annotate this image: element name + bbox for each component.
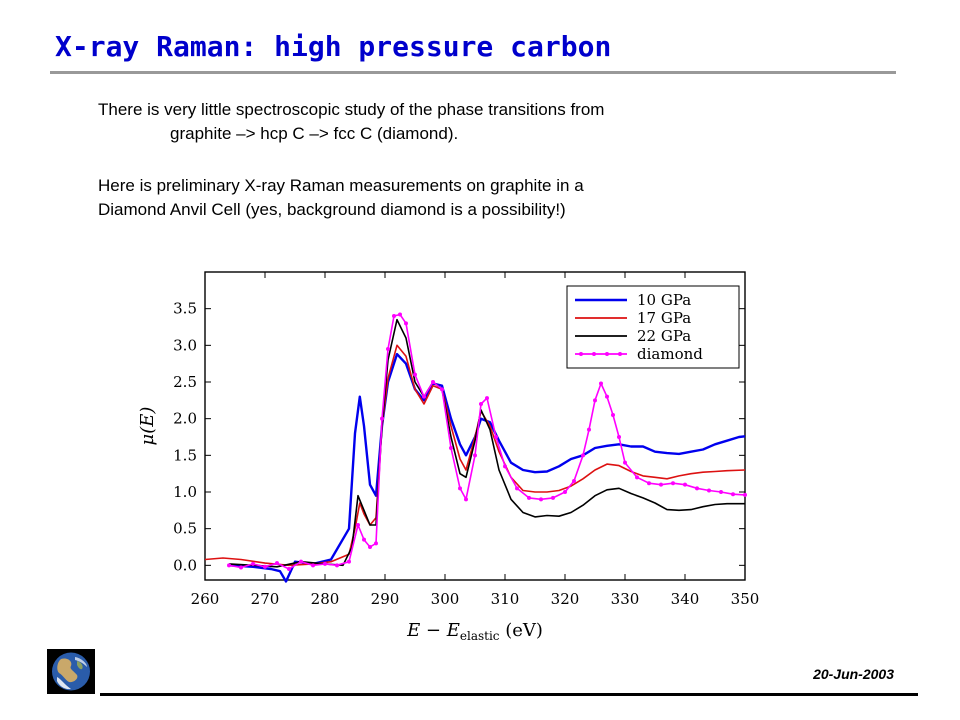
y-tick-label: 3.5 (173, 300, 197, 318)
x-axis-label: E − Eelastic (eV) (406, 620, 543, 643)
slide-title: X-ray Raman: high pressure carbon (55, 30, 612, 63)
diamond-point (449, 446, 453, 450)
diamond-point (527, 495, 531, 500)
diamond-point (347, 559, 351, 564)
diamond-point (719, 490, 723, 494)
legend-entry: 22 GPa (637, 327, 691, 345)
diamond-point (611, 413, 615, 417)
legend-swatch-point (605, 352, 609, 356)
diamond-point (374, 541, 378, 546)
diamond-point (398, 312, 402, 317)
x-tick-label: 320 (551, 590, 580, 608)
diamond-point (503, 464, 507, 469)
diamond-point (494, 435, 498, 439)
diamond-point (647, 481, 651, 486)
diamond-point (386, 347, 390, 351)
diamond-point (623, 460, 627, 465)
series-line-10-gpa (228, 352, 746, 583)
diamond-point (422, 394, 426, 399)
diamond-point (368, 545, 372, 549)
diamond-point (479, 402, 483, 406)
x-tick-label: 340 (671, 590, 700, 608)
diamond-point (311, 563, 315, 568)
x-tick-label: 290 (371, 590, 400, 608)
diamond-point (635, 475, 639, 480)
diamond-point (404, 321, 408, 326)
legend-entry: 17 GPa (637, 309, 691, 327)
diamond-point (551, 495, 555, 500)
title-divider (50, 71, 896, 74)
diamond-point (671, 481, 675, 486)
diamond-point (227, 563, 231, 568)
diamond-point (413, 372, 417, 377)
legend-entry: 10 GPa (637, 291, 691, 309)
diamond-point (587, 427, 591, 432)
diamond-point (515, 486, 519, 491)
x-tick-label: 310 (491, 590, 520, 608)
measurement-line-1: Here is preliminary X-ray Raman measurem… (98, 176, 584, 195)
intro-line-2: graphite –> hcp C –> fcc C (diamond). (170, 124, 459, 143)
y-tick-label: 2.0 (173, 410, 197, 428)
diamond-point (299, 559, 303, 564)
diamond-point (563, 490, 567, 494)
xray-raman-chart: 260 270 280 290 300 310 320 330 340 350 0.0 0.5 1.0 1… (137, 271, 760, 643)
diamond-point (440, 387, 444, 392)
diamond-point (287, 567, 291, 571)
diamond-point (263, 564, 267, 569)
diamond-point (707, 488, 711, 493)
footer-divider (100, 693, 918, 696)
legend-swatch-point (592, 352, 596, 356)
diamond-point (743, 492, 747, 497)
legend-swatch-point (579, 352, 583, 356)
diamond-point (380, 416, 384, 421)
diamond-point (323, 561, 327, 566)
diamond-point (539, 497, 543, 502)
y-tick-label: 2.5 (173, 373, 197, 391)
diamond-point (251, 561, 255, 566)
diamond-point (617, 435, 621, 439)
diamond-point (485, 396, 489, 401)
slide-date: 20-Jun-2003 (813, 666, 894, 682)
y-tick-label: 1.0 (173, 483, 197, 501)
diamond-point (464, 497, 468, 502)
diamond-point (731, 492, 735, 497)
y-tick-label: 1.5 (173, 446, 197, 464)
diamond-point (593, 398, 597, 403)
x-tick-label: 330 (611, 590, 640, 608)
diamond-point (356, 523, 360, 527)
y-tick-label: 0.5 (173, 520, 197, 538)
diamond-point (239, 565, 243, 570)
diamond-point (362, 537, 366, 542)
diamond-point (431, 380, 435, 384)
y-tick-label: 0.0 (173, 556, 197, 574)
diamond-point (581, 453, 585, 458)
measurement-line-2: Diamond Anvil Cell (yes, background diam… (98, 200, 566, 219)
diamond-point (473, 453, 477, 458)
diamond-point (275, 561, 279, 566)
intro-line-1: There is very little spectroscopic study… (98, 100, 605, 119)
diamond-point (695, 486, 699, 491)
diamond-point (572, 479, 576, 483)
y-tick-label: 3.0 (173, 336, 197, 354)
x-tick-label: 350 (731, 590, 760, 608)
earth-globe-icon (47, 649, 95, 694)
series-line-diamond (228, 313, 746, 570)
legend-entry: diamond (637, 345, 703, 363)
diamond-point (392, 314, 396, 318)
diamond-point (683, 482, 687, 487)
diamond-point (659, 482, 663, 487)
diamond-point (335, 563, 339, 568)
x-tick-label: 270 (251, 590, 280, 608)
diamond-point (458, 486, 462, 491)
x-tick-label: 260 (191, 590, 220, 608)
diamond-point (605, 394, 609, 399)
legend-swatch-point (618, 352, 622, 356)
x-tick-label: 280 (311, 590, 340, 608)
y-axis-label: μ(E) (137, 407, 158, 446)
x-tick-label: 300 (431, 590, 460, 608)
diamond-point (599, 381, 603, 386)
